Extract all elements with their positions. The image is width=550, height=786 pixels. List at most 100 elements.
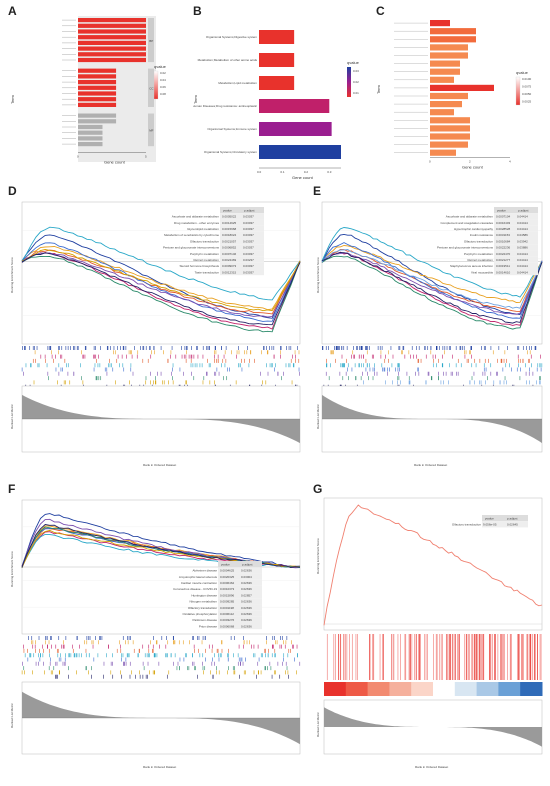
table-row-bg — [220, 238, 264, 245]
legend-label: 0.0025 — [522, 100, 532, 104]
es-curve — [321, 227, 543, 298]
es-curve — [321, 242, 543, 319]
series-name: Drug metabolism - other enzymes — [174, 221, 220, 225]
y-axis-title: Running Enrichment Score — [316, 538, 320, 574]
series-name: Oxidative phosphorylation — [182, 612, 217, 616]
y-axis-title-metric: Ranked List Metric — [316, 712, 320, 737]
table-row-bg — [494, 238, 538, 245]
series-padjust: 0.04414 — [517, 215, 528, 219]
x-axis-title: Rank in Ordered Dataset — [415, 765, 448, 769]
series-padjust: 0.03037 — [243, 221, 254, 225]
series-name: Complement and coagulation cascades — [440, 221, 493, 225]
x-axis-title: Gene count — [292, 175, 314, 179]
table-row-bg — [220, 262, 264, 269]
panel-letter-e: E — [313, 184, 322, 198]
es-curve — [323, 504, 543, 626]
bar-bp — [78, 57, 146, 63]
x-axis-title: Gene count — [462, 165, 484, 170]
series-pvalue: 0.0004625 — [220, 569, 235, 573]
series-padjust: 0.04414 — [517, 270, 528, 274]
bar-bp — [78, 46, 146, 51]
series-pvalue: 0.0014610 — [496, 270, 511, 274]
table-header-padjust: p.adjust — [518, 208, 529, 212]
bar-mf — [78, 130, 103, 135]
chart-b-kegg-bar: Organismal Systems;Digestive system Metab… — [193, 30, 360, 179]
series-padjust: 0.03037 — [243, 270, 254, 274]
series-name: Pentose and glucuronate interconversions — [437, 246, 494, 250]
legend-label: 0.0075 — [522, 85, 532, 89]
series-padjust: 0.04414 — [517, 252, 528, 256]
bar — [430, 125, 470, 132]
category-label: Metabolism;Metabolism of other amino aci… — [198, 58, 258, 62]
legend-label: 0.02 — [160, 71, 166, 75]
bar — [430, 76, 454, 83]
legend-label: 0.0050 — [522, 92, 532, 96]
series-name: Olfactory transduction — [190, 239, 220, 243]
bar-mf — [78, 136, 103, 141]
rank-color-band — [324, 682, 347, 696]
panel-letter-d: D — [8, 184, 17, 198]
bar — [259, 122, 332, 136]
category-label: Metabolism;Lipid metabolism — [218, 81, 257, 85]
es-curve — [21, 234, 301, 319]
bar — [430, 52, 468, 59]
y-axis-title: Running Enrichment Score — [10, 551, 14, 587]
series-name: Parkinson disease — [192, 618, 217, 622]
legend-colorbar — [153, 70, 159, 100]
series-pvalue: 0.0010684 — [496, 239, 511, 243]
series-pvalue: 0.0022236 — [496, 246, 511, 250]
table-row-bg — [218, 567, 262, 574]
table-row-bg — [494, 262, 538, 269]
bar-cc — [78, 74, 117, 79]
panel-letter-b: B — [193, 4, 202, 18]
chart-a-go-bar: BP CC MF 0 5 Gene count Term qvalue 0.02 0.04 0.06… — [10, 16, 167, 165]
chart-g-gsea: pvalue p.adjust Olfactory transduction 9.05… — [316, 497, 543, 769]
series-padjust: 0.03037 — [243, 252, 254, 256]
bar-mf — [78, 124, 103, 130]
panel-letter-c: C — [376, 4, 385, 18]
bar — [430, 20, 450, 27]
bar — [430, 92, 468, 100]
x-tick: 0 — [429, 160, 431, 164]
rank-color-band — [454, 682, 478, 696]
bar — [430, 36, 476, 43]
legend-label: 0.02 — [353, 80, 359, 84]
x-tick: 0.0 — [257, 170, 262, 174]
legend-label: 0.06 — [160, 85, 166, 89]
series-pvalue: 0.0012315 — [222, 270, 237, 274]
rank-color-band — [433, 682, 456, 696]
table-row-bg — [220, 250, 264, 257]
es-curve — [21, 242, 301, 322]
table-row-bg — [482, 521, 528, 528]
bar — [430, 109, 454, 116]
table-row-bg — [218, 573, 262, 580]
y-axis-title-metric: Ranked List Metric — [10, 703, 14, 728]
chart-c-do-bar: 0 2 4 Gene count Term qvalue 0.0100 0.0075 0.005… — [376, 20, 532, 170]
legend-label: 0.01 — [353, 91, 359, 95]
category-label: Organismal Systems;Immune system — [207, 127, 257, 131]
table-row-bg — [218, 598, 262, 605]
series-pvalue: 0.0019511 — [496, 264, 510, 268]
legend-title: qvalue — [516, 70, 529, 75]
x-tick: 5 — [145, 155, 147, 159]
series-pvalue: 0.0006112 — [220, 612, 234, 616]
es-curve — [21, 246, 301, 311]
series-name: Glycerolipid metabolism — [187, 227, 219, 231]
bar-cc — [78, 68, 117, 73]
series-pvalue: 0.0001198 — [220, 606, 234, 610]
series-pvalue: 0.0006068 — [220, 624, 235, 628]
series-name: Steroid hormone biosynthesis — [179, 264, 219, 268]
panel-letter-a: A — [8, 4, 17, 18]
bar-mf — [78, 142, 103, 147]
bar-bp — [78, 29, 146, 34]
table-row-bg — [218, 616, 262, 623]
category-label: Organismal Systems;Circulatory system — [204, 150, 258, 154]
legend-title: qvalue — [347, 60, 360, 65]
bar — [430, 84, 494, 91]
bar-cc — [78, 85, 117, 90]
es-curve — [21, 249, 301, 315]
table-row-bg — [220, 269, 264, 276]
legend-label: 0.0100 — [522, 77, 532, 81]
series-padjust: 0.03942 — [517, 239, 528, 243]
es-curve — [21, 513, 301, 569]
